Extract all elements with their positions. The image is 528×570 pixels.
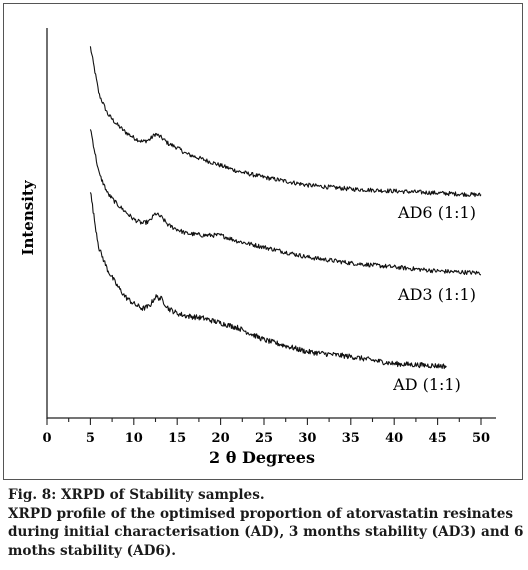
figure-frame: [3, 3, 523, 480]
x-tick-label: 0: [42, 431, 51, 446]
x-tick-label: 35: [342, 431, 360, 446]
x-tick-label: 25: [255, 431, 273, 446]
series-label: AD (1:1): [392, 375, 461, 394]
x-tick-label: 30: [298, 431, 316, 446]
series-line: [89, 46, 482, 198]
y-axis-label: Intensity: [19, 179, 37, 255]
series-labels: AD6 (1:1) AD3 (1:1) AD (1:1): [392, 203, 476, 394]
caption-title: Fig. 8: XRPD of Stability samples.: [8, 487, 265, 503]
x-ticks: 0 5 10 15 20 25 30 35 40 45 50: [42, 418, 490, 446]
x-tick-label: 20: [212, 431, 230, 446]
series-line: [89, 192, 447, 370]
figure-caption: Fig. 8: XRPD of Stability samples. XRPD …: [8, 486, 523, 560]
caption-line: during initial characterisation (AD), 3 …: [8, 524, 524, 540]
x-tick-label: 5: [86, 431, 95, 446]
x-tick-label: 40: [385, 431, 403, 446]
x-tick-label: 15: [168, 431, 186, 446]
series-lines: [89, 46, 482, 370]
x-tick-label: 50: [472, 431, 490, 446]
x-tick-label: 10: [125, 431, 143, 446]
caption-line: XRPD profile of the optimised proportion…: [8, 505, 514, 522]
xrpd-chart: 0 5 10 15 20 25 30 35 40 45 50 AD6 (1:1)AD3 (1:1)A…: [19, 28, 496, 467]
series-label: AD3 (1:1): [397, 285, 476, 304]
x-tick-label: 45: [429, 431, 447, 446]
series-label: AD6 (1:1): [397, 203, 476, 222]
x-axis-label: 2 θ Degrees: [209, 448, 315, 467]
series-line: [89, 129, 482, 276]
axes: [46, 28, 496, 419]
caption-line: moths stability (AD6).: [8, 542, 177, 559]
